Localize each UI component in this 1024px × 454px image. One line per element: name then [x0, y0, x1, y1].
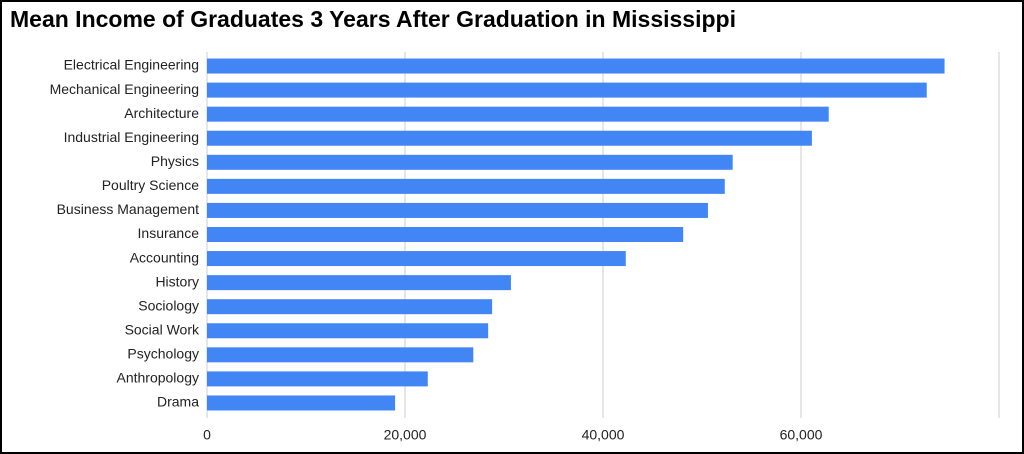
x-tick-label: 0 — [203, 427, 211, 443]
y-tick-label: Social Work — [125, 321, 200, 337]
y-tick-label: Drama — [157, 394, 199, 410]
x-tick-label: 60,000 — [780, 427, 823, 443]
x-tick-label: 40,000 — [582, 427, 625, 443]
bar — [207, 275, 511, 291]
bar — [207, 395, 396, 411]
bar — [207, 202, 708, 218]
y-tick-label: History — [155, 273, 199, 289]
y-tick-label: Sociology — [138, 297, 199, 313]
y-tick-label: Physics — [151, 153, 199, 169]
bar — [207, 227, 684, 242]
y-tick-label: Electrical Engineering — [64, 57, 199, 73]
chart-title: Mean Income of Graduates 3 Years After G… — [10, 6, 736, 32]
x-tick-label: 20,000 — [384, 427, 427, 443]
y-tick-label: Insurance — [138, 225, 200, 241]
bar — [207, 106, 829, 122]
y-tick-label: Industrial Engineering — [64, 129, 199, 145]
y-tick-label: Psychology — [127, 346, 199, 362]
y-tick-label: Accounting — [130, 249, 199, 265]
bar — [207, 371, 428, 387]
y-tick-label: Anthropology — [116, 370, 199, 386]
bar — [207, 130, 812, 146]
bar — [207, 299, 493, 315]
bar — [207, 58, 945, 74]
y-tick-label: Architecture — [124, 105, 199, 121]
bar — [207, 347, 474, 363]
bar — [207, 251, 626, 267]
bar — [207, 154, 733, 170]
y-tick-label: Poultry Science — [102, 177, 199, 193]
bar — [207, 82, 927, 98]
bar — [207, 323, 489, 339]
y-tick-label: Mechanical Engineering — [50, 81, 199, 97]
y-tick-label: Business Management — [57, 201, 200, 217]
bar — [207, 178, 725, 194]
